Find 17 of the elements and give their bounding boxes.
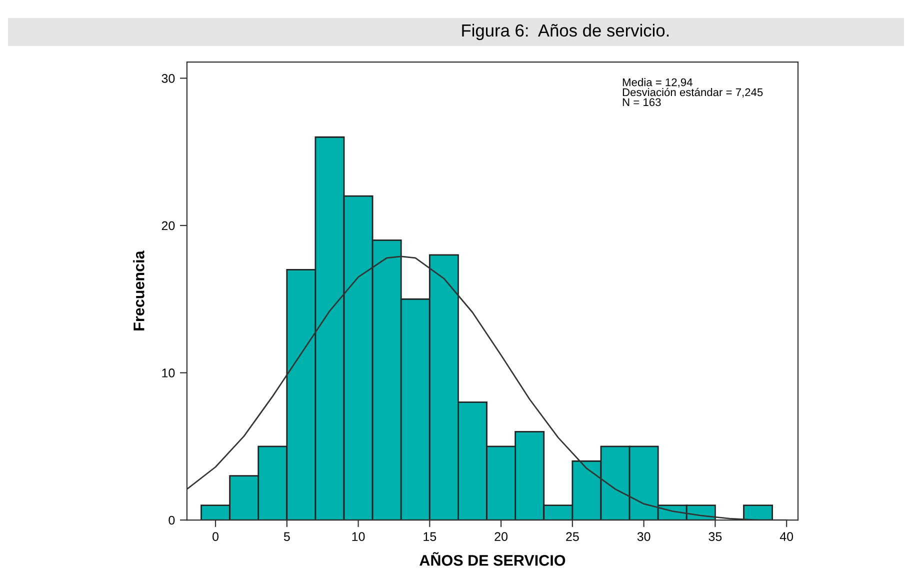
x-tick-label: 35 [708,532,722,542]
chart-title: Figura 6: Años de servicio. [462,24,669,40]
y-tick-label: 20 [162,221,175,230]
x-tick-label: 25 [566,532,579,542]
x-axis-title: AÑOS DE SERVICIO [420,552,566,566]
x-tick-label: 20 [494,532,508,542]
annotation: Media = 12,94 Desviación estándar = 7,245 N = 163 [622,78,763,106]
x-tick-label: 15 [424,532,436,542]
x-tick-label: 40 [780,532,794,542]
y-axis-title: Frecuencia [133,250,144,330]
x-tick-label: 0 [212,532,218,542]
y-tick-label: 10 [162,368,175,378]
x-tick-label: 5 [284,532,290,542]
x-tick-label: 30 [637,532,650,542]
x-tick-label: 10 [352,532,365,542]
y-tick-label: 0 [168,516,175,525]
y-tick-label: 30 [162,74,175,83]
